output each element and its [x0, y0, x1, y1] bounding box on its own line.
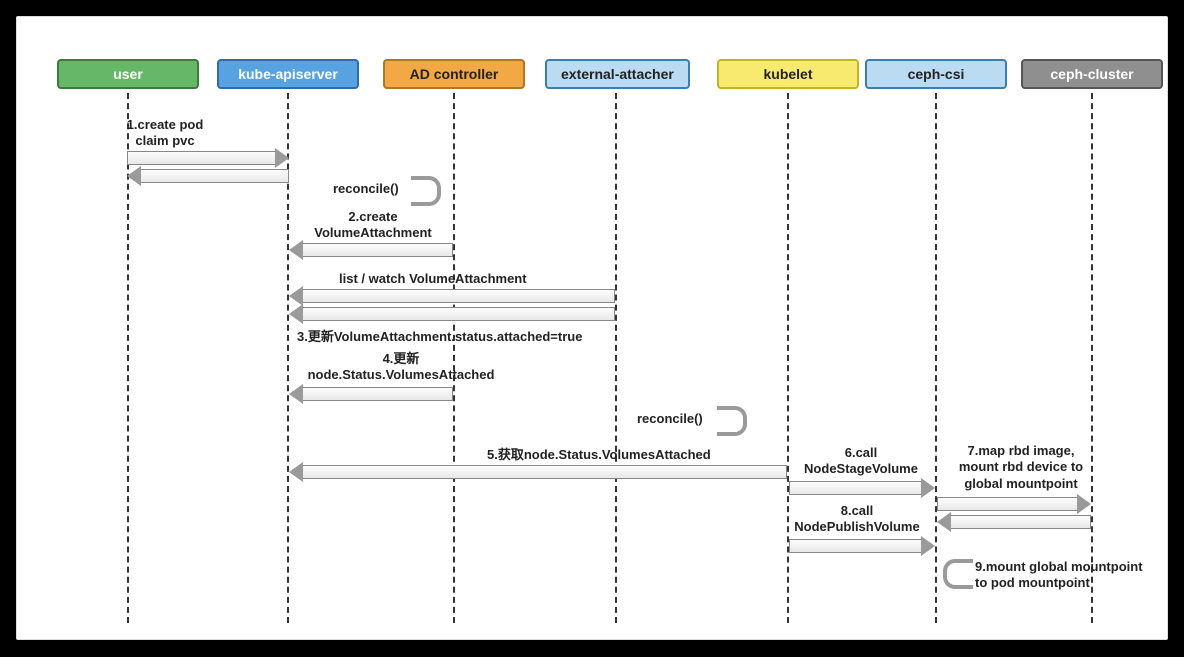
arrow-m6 — [789, 481, 935, 495]
arrow-m2 — [289, 243, 453, 257]
label-m3: 3.更新VolumeAttachment.status.attached=tru… — [297, 329, 582, 345]
participant-csi: ceph-csi — [865, 59, 1007, 89]
participant-ext: external-attacher — [545, 59, 690, 89]
lane-user: user — [57, 59, 197, 89]
label-r1: reconcile() — [333, 181, 399, 197]
arrow-m7-res — [937, 515, 1091, 529]
arrow-m5 — [289, 465, 787, 479]
arrow-m1-req — [127, 151, 289, 165]
label-m1: 1.create podclaim pvc — [95, 117, 235, 150]
lifeline-ceph — [1091, 93, 1093, 623]
lane-api: kube-apiserver — [217, 59, 357, 89]
selfcall-kubelet-icon — [717, 406, 747, 436]
label-m5: 5.获取node.Status.VolumesAttached — [487, 447, 711, 463]
participant-ceph: ceph-cluster — [1021, 59, 1163, 89]
label-m8: 8.callNodePublishVolume — [773, 503, 941, 536]
canvas: user kube-apiserver AD controller extern… — [0, 0, 1184, 657]
selfcall-csi-icon — [943, 559, 973, 589]
arrow-m7-req — [937, 497, 1091, 511]
label-m9: 9.mount global mountpointto pod mountpoi… — [975, 559, 1165, 592]
participant-ad: AD controller — [383, 59, 525, 89]
lane-ceph: ceph-cluster — [1021, 59, 1161, 89]
lane-ad: AD controller — [383, 59, 523, 89]
arrow-m1-res — [127, 169, 289, 183]
arrow-lw-2 — [289, 307, 615, 321]
arrow-m8 — [789, 539, 935, 553]
lifeline-csi — [935, 93, 937, 623]
participant-api: kube-apiserver — [217, 59, 359, 89]
diagram-stage: user kube-apiserver AD controller extern… — [16, 16, 1168, 640]
lane-ext: external-attacher — [545, 59, 685, 89]
label-m7: 7.map rbd image,mount rbd device togloba… — [941, 443, 1101, 492]
label-m4: 4.更新node.Status.VolumesAttached — [291, 351, 511, 384]
label-lw: list / watch VolumeAttachment — [339, 271, 527, 287]
arrow-m4 — [289, 387, 453, 401]
label-r2: reconcile() — [637, 411, 703, 427]
label-m6: 6.callNodeStageVolume — [781, 445, 941, 478]
selfcall-ad-icon — [411, 176, 441, 206]
lifeline-ext — [615, 93, 617, 623]
participant-kubelet: kubelet — [717, 59, 859, 89]
label-m2: 2.createVolumeAttachment — [289, 209, 457, 242]
lane-kubelet: kubelet — [717, 59, 857, 89]
participant-user: user — [57, 59, 199, 89]
lane-csi: ceph-csi — [865, 59, 1005, 89]
arrow-lw-1 — [289, 289, 615, 303]
